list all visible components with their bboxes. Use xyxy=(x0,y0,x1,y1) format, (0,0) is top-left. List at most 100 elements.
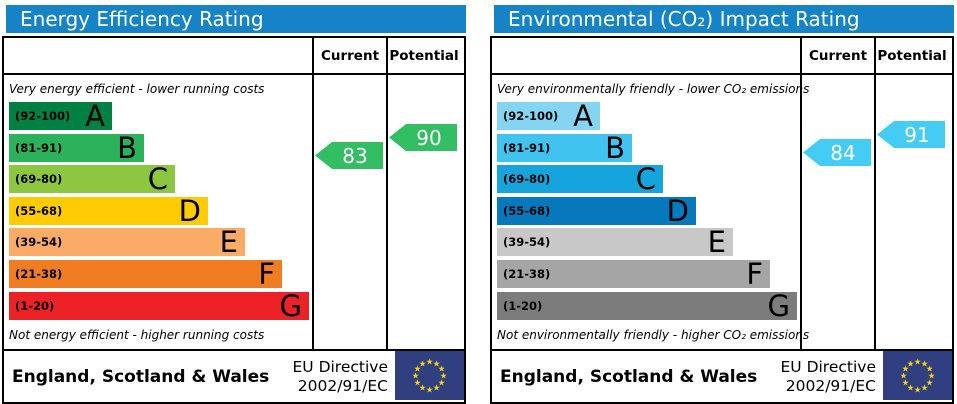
energy-chart-area: Very energy efficient - lower running co… xyxy=(4,75,312,349)
svg-text:★: ★ xyxy=(438,379,446,389)
potential-rating-arrow: 90 xyxy=(389,124,457,151)
band-range-label: (1-20) xyxy=(503,298,543,313)
band-D: (55-68) D xyxy=(9,193,208,228)
band-letter-label: G xyxy=(279,288,302,323)
svg-text:★: ★ xyxy=(907,359,915,369)
eu-directive-line2: 2002/91/EC xyxy=(297,376,388,395)
band-range-label: (55-68) xyxy=(503,203,551,218)
co2-top-note: Very environmentally friendly - lower CO… xyxy=(497,81,810,96)
rating-value: 83 xyxy=(342,143,368,168)
svg-text:★: ★ xyxy=(926,379,934,389)
band-G: (1-20) G xyxy=(9,288,309,323)
band-letter-label: D xyxy=(666,193,689,228)
co2-chart-area: Very environmentally friendly - lower CO… xyxy=(492,75,810,349)
band-D: (55-68) D xyxy=(497,193,696,228)
svg-text:★: ★ xyxy=(426,358,434,368)
eu-flag-icon: ★ ★ ★ ★ ★ ★ ★ ★ ★ ★ ★ ★ xyxy=(883,351,952,400)
band-letter-label: B xyxy=(605,130,625,165)
current-rating-arrow: 84 xyxy=(803,139,871,166)
co2-region-label: England, Scotland & Wales xyxy=(500,366,758,387)
svg-text:★: ★ xyxy=(907,384,915,394)
energy-region-label: England, Scotland & Wales xyxy=(12,366,270,387)
energy-chart-header-spacer xyxy=(4,38,312,73)
svg-text:★: ★ xyxy=(433,384,441,394)
band-range-label: (39-54) xyxy=(15,235,63,250)
band-A: (92-100) A xyxy=(9,102,112,131)
band-C: (69-80) C xyxy=(9,162,175,197)
band-range-label: (92-100) xyxy=(15,109,71,123)
band-C: (69-80) C xyxy=(497,162,663,197)
energy-panel-title: Energy Efficiency Rating xyxy=(6,5,466,33)
co2-rating-bands: (92-100) A (81-91) B (69-80) C (55-68) D (39-54)… xyxy=(492,102,800,320)
band-E: (39-54) E xyxy=(497,225,733,260)
energy-potential-value-cell: 90 xyxy=(386,75,460,349)
co2-header-row: Current Potential xyxy=(492,38,952,75)
eu-directive-line2: 2002/91/EC xyxy=(785,376,876,395)
svg-text:★: ★ xyxy=(902,379,910,389)
co2-eu-directive-label: EU Directive 2002/91/EC xyxy=(781,358,884,396)
energy-current-value-cell: 83 xyxy=(312,75,386,349)
energy-eu-directive-label: EU Directive 2002/91/EC xyxy=(293,358,396,396)
band-B: (81-91) B xyxy=(497,130,632,165)
band-range-label: (69-80) xyxy=(15,172,63,187)
rating-value: 90 xyxy=(416,125,442,150)
co2-body-row: Very environmentally friendly - lower CO… xyxy=(492,75,952,349)
energy-body-row: Very energy efficient - lower running co… xyxy=(4,75,464,349)
svg-text:★: ★ xyxy=(414,379,422,389)
svg-text:★: ★ xyxy=(412,372,420,382)
band-range-label: (55-68) xyxy=(15,203,63,218)
band-letter-label: B xyxy=(117,130,137,165)
band-range-label: (39-54) xyxy=(503,235,551,250)
current-rating-arrow: 83 xyxy=(315,142,383,169)
band-range-label: (1-20) xyxy=(15,298,55,313)
band-range-label: (81-91) xyxy=(503,140,551,155)
svg-text:★: ★ xyxy=(440,372,448,382)
band-G: (1-20) G xyxy=(497,288,797,323)
band-range-label: (92-100) xyxy=(503,109,559,123)
band-range-label: (81-91) xyxy=(15,140,63,155)
svg-text:★: ★ xyxy=(921,359,929,369)
band-letter-label: F xyxy=(258,256,275,291)
svg-text:★: ★ xyxy=(914,358,922,368)
band-E: (39-54) E xyxy=(9,225,245,260)
svg-text:★: ★ xyxy=(438,365,446,375)
svg-text:★: ★ xyxy=(419,359,427,369)
co2-current-column-header: Current xyxy=(800,38,874,73)
energy-current-column-header: Current xyxy=(312,38,386,73)
co2-potential-value-cell: 91 xyxy=(874,75,948,349)
eu-flag-icon: ★ ★ ★ ★ ★ ★ ★ ★ ★ ★ ★ ★ xyxy=(395,351,464,400)
band-range-label: (69-80) xyxy=(503,172,551,187)
energy-potential-column-header: Potential xyxy=(386,38,460,73)
potential-rating-arrow: 91 xyxy=(877,121,945,148)
energy-panel-footer: England, Scotland & Wales EU Directive 2… xyxy=(2,351,466,404)
eu-directive-line1: EU Directive xyxy=(780,357,877,376)
band-letter-label: E xyxy=(707,225,726,260)
co2-current-value-cell: 84 xyxy=(800,75,874,349)
svg-text:★: ★ xyxy=(914,386,922,396)
co2-chart-header-spacer xyxy=(492,38,800,73)
rating-value: 84 xyxy=(830,140,856,165)
band-letter-label: C xyxy=(635,162,656,197)
co2-impact-panel: Environmental (CO₂) Impact Rating Curren… xyxy=(490,5,954,404)
band-letter-label: G xyxy=(767,288,790,323)
svg-text:★: ★ xyxy=(928,372,936,382)
energy-rating-table: Current Potential Very energy efficient … xyxy=(2,36,466,351)
band-range-label: (21-38) xyxy=(15,266,63,281)
svg-text:★: ★ xyxy=(426,386,434,396)
band-letter-label: E xyxy=(219,225,238,260)
energy-header-row: Current Potential xyxy=(4,38,464,75)
band-letter-label: F xyxy=(746,256,763,291)
energy-efficiency-panel: Energy Efficiency Rating Current Potenti… xyxy=(2,5,466,404)
rating-value: 91 xyxy=(904,122,930,147)
co2-panel-title: Environmental (CO₂) Impact Rating xyxy=(494,5,954,33)
band-F: (21-38) F xyxy=(9,256,282,291)
svg-text:★: ★ xyxy=(921,384,929,394)
band-letter-label: D xyxy=(178,193,201,228)
svg-text:★: ★ xyxy=(926,365,934,375)
co2-potential-column-header: Potential xyxy=(874,38,948,73)
energy-top-note: Very energy efficient - lower running co… xyxy=(9,81,265,96)
band-letter-label: C xyxy=(147,162,168,197)
svg-text:★: ★ xyxy=(414,365,422,375)
co2-bottom-note: Not environmentally friendly - higher CO… xyxy=(497,328,810,342)
